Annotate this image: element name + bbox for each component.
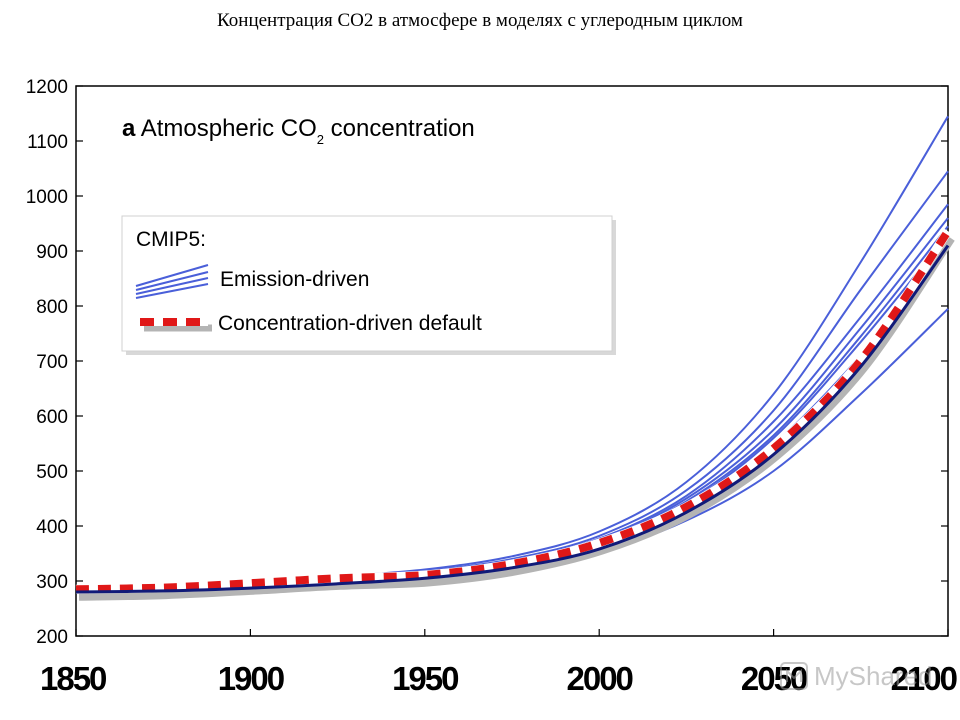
concentration-driven-shadow: [78, 235, 955, 601]
x-axis: 1850 1900 1950 2000 2050 2100: [40, 629, 959, 697]
chart-title-subscript: 2: [317, 132, 324, 147]
watermark-logo-icon: [780, 662, 808, 690]
y-tick-label: 1100: [27, 132, 68, 153]
x-tick-label: 1850: [40, 660, 106, 697]
y-tick-label: 800: [36, 297, 68, 318]
legend: CMIP5: Emission-driven Concentration-dri…: [121, 215, 616, 355]
concentration-driven-series: [75, 228, 955, 601]
y-tick-label: 300: [36, 572, 68, 593]
chart-title-main: Atmospheric CO: [141, 115, 317, 142]
y-tick-label: 1200: [26, 77, 68, 98]
y-tick-label: 200: [36, 627, 68, 648]
legend-label-concentration: Concentration-driven default: [218, 312, 482, 335]
x-tick-label: 2000: [566, 660, 632, 697]
y-tick-label: 700: [36, 352, 68, 373]
chart-title-rest: concentration: [324, 115, 475, 142]
x-tick-label: 2100: [891, 660, 957, 697]
chart-title: a Atmospheric CO2 concentration: [122, 115, 475, 147]
y-tick-label: 400: [36, 517, 68, 538]
legend-swatch-concentration: [140, 318, 212, 332]
concentration-driven-series-line: [75, 228, 952, 594]
x-tick-label: 1900: [218, 660, 284, 697]
y-tick-label: 1000: [26, 187, 68, 208]
legend-swatch-emission: [135, 264, 209, 299]
series-layer: [75, 115, 955, 601]
x-tick-label: 1950: [392, 660, 458, 697]
legend-header: CMIP5:: [136, 228, 206, 251]
watermark: MyShared: [780, 658, 933, 694]
y-tick-label: 500: [36, 462, 68, 483]
chart-title-panel-letter: a: [122, 115, 136, 142]
y-tick-label: 600: [36, 407, 68, 428]
x-tick-label: 2050: [741, 660, 807, 697]
y-axis: 200 300 400 500 600 700 800 900 1000 1100 1200: [26, 77, 948, 648]
dark-series-line: [75, 244, 950, 594]
y-tick-label: 900: [36, 242, 68, 263]
legend-label-emission: Emission-driven: [220, 268, 369, 291]
page-title: Концентрация CO2 в атмосфере в моделях с…: [217, 10, 743, 31]
plot-frame: [75, 85, 949, 637]
watermark-label: MyShared: [814, 660, 933, 691]
